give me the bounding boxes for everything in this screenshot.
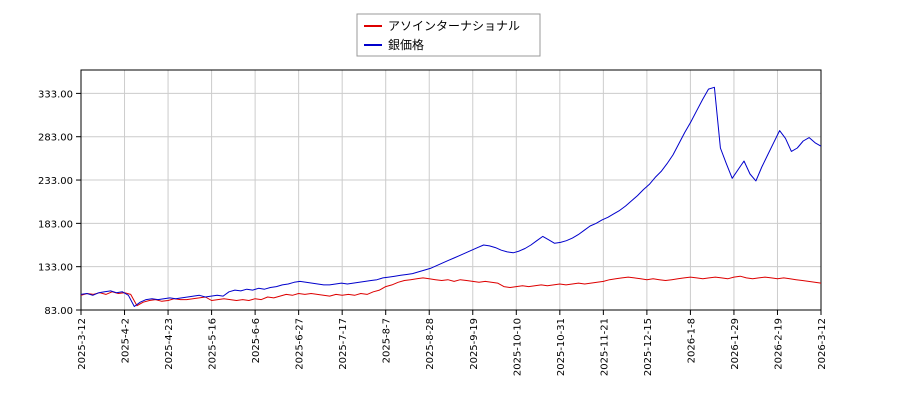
legend-box — [356, 13, 541, 57]
x-tick-label: 2025-3-12 — [77, 318, 88, 370]
x-tick-label: 2025-6-27 — [295, 318, 306, 370]
x-tick-label: 2025-9-19 — [469, 318, 480, 370]
y-tick-label: 233.00 — [38, 176, 73, 187]
legend-label-series-0: アソインターナショナル — [388, 19, 520, 33]
x-tick-label: 2026-1-29 — [730, 318, 741, 370]
y-tick-label: 333.00 — [38, 89, 73, 100]
y-tick-label: 283.00 — [38, 133, 73, 144]
x-tick-label: 2025-10-10 — [512, 318, 523, 376]
y-tick-label: 183.00 — [38, 219, 73, 230]
series-line-1 — [80, 86, 822, 307]
x-tick-label: 2026-2-19 — [773, 318, 784, 370]
x-tick-label: 2025-10-31 — [556, 318, 567, 376]
x-tick-label: 2025-8-28 — [425, 318, 436, 370]
grid-lines — [80, 70, 822, 311]
x-tick-label: 2025-4-23 — [164, 318, 175, 370]
series-line-0 — [80, 275, 822, 307]
x-tick-label: 2025-6-6 — [251, 318, 262, 363]
x-tick-label: 2025-5-16 — [208, 318, 219, 370]
x-tick-label: 2025-7-17 — [338, 318, 349, 370]
legend: アソインターナショナル 銀価格 — [356, 13, 541, 57]
plot-frame — [80, 69, 822, 311]
x-tick-label: 2026-3-12 — [817, 318, 828, 370]
x-tick-label: 2025-8-7 — [382, 318, 393, 363]
x-axis: 2025-3-12 2025-4-2 2025-4-23 2025-5-16 2025-… — [77, 310, 828, 376]
y-tick-label: 133.00 — [38, 263, 73, 274]
x-tick-label: 2025-11-21 — [599, 318, 610, 376]
y-tick-label: 83.00 — [44, 306, 73, 317]
x-tick-label: 2025-4-2 — [121, 318, 132, 363]
series-lines — [80, 86, 822, 307]
x-tick-label: 2025-12-15 — [643, 318, 654, 376]
y-axis: 83.00 133.00 183.00 233.00 283.00 333.00 — [38, 89, 81, 317]
x-tick-label: 2026-1-8 — [686, 318, 697, 363]
legend-label-series-1: 銀価格 — [388, 37, 424, 52]
